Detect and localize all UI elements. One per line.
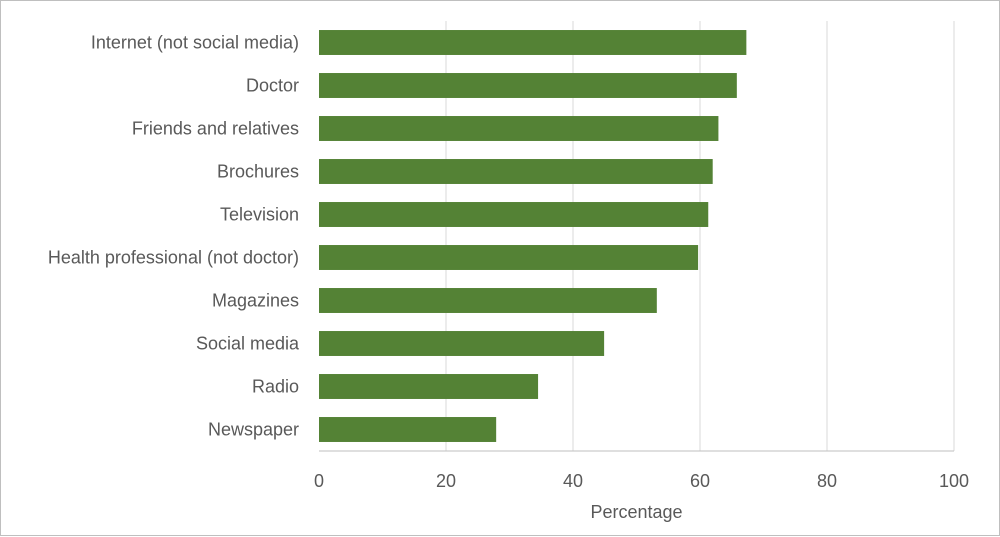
category-labels: Internet (not social media) Doctor Friends… bbox=[48, 33, 300, 440]
category-label: Magazines bbox=[212, 291, 299, 311]
category-label: Health professional (not doctor) bbox=[48, 248, 299, 268]
category-label: Television bbox=[220, 205, 299, 225]
x-tick-label: 20 bbox=[436, 471, 456, 491]
x-tick-label: 80 bbox=[817, 471, 837, 491]
category-label: Radio bbox=[252, 377, 299, 397]
category-label: Newspaper bbox=[208, 420, 299, 440]
x-tick-label: 100 bbox=[939, 471, 969, 491]
bar bbox=[319, 417, 497, 442]
category-label: Friends and relatives bbox=[132, 119, 299, 139]
bar bbox=[319, 73, 737, 98]
bar bbox=[319, 374, 539, 399]
bar bbox=[319, 288, 657, 313]
category-label: Internet (not social media) bbox=[91, 33, 299, 53]
x-axis-title: Percentage bbox=[590, 502, 682, 522]
bar bbox=[319, 202, 709, 227]
bars bbox=[319, 30, 747, 442]
x-tick-label: 40 bbox=[563, 471, 583, 491]
bar bbox=[319, 30, 747, 55]
bar bbox=[319, 245, 699, 270]
category-label: Social media bbox=[196, 334, 300, 354]
bar bbox=[319, 331, 605, 356]
category-label: Brochures bbox=[217, 162, 299, 182]
x-tick-labels: 0 20 40 60 80 100 bbox=[314, 471, 969, 491]
x-tick-label: 0 bbox=[314, 471, 324, 491]
bar bbox=[319, 159, 713, 184]
category-label: Doctor bbox=[246, 76, 299, 96]
x-tick-label: 60 bbox=[690, 471, 710, 491]
bar bbox=[319, 116, 719, 141]
